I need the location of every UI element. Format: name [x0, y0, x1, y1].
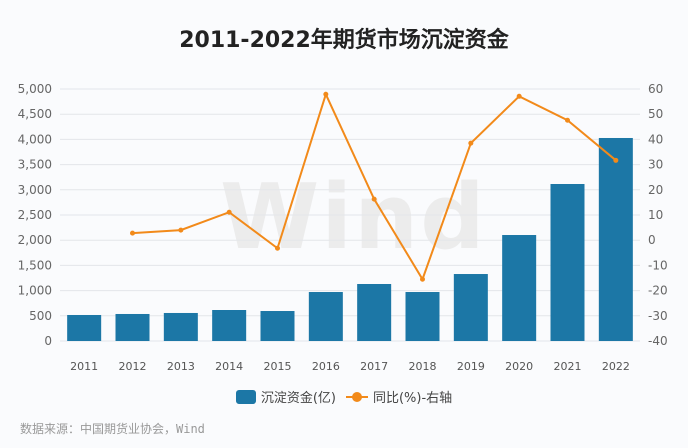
- bar-2012[interactable]: [115, 313, 150, 341]
- x-tick-label: 2013: [167, 360, 195, 373]
- bar-2018[interactable]: [405, 292, 440, 341]
- right-tick-label: 40: [648, 132, 663, 146]
- bar-2022[interactable]: [598, 137, 633, 341]
- source-note: 数据来源：中国期货业协会，Wind: [20, 422, 205, 436]
- bar-2017[interactable]: [357, 283, 392, 341]
- bar-2014[interactable]: [212, 310, 247, 341]
- x-tick-label: 2019: [457, 360, 485, 373]
- line-point-2016[interactable]: [323, 91, 329, 97]
- left-tick-label: 1,000: [18, 284, 52, 298]
- line-point-2015[interactable]: [275, 245, 280, 251]
- right-tick-label: -40: [648, 334, 668, 348]
- left-tick-label: 0: [44, 334, 52, 348]
- bar-2011[interactable]: [67, 314, 102, 341]
- bar-2021[interactable]: [550, 184, 585, 341]
- x-tick-label: 2012: [119, 360, 147, 373]
- line-point-2019[interactable]: [468, 140, 474, 146]
- left-tick-label: 2,500: [18, 208, 52, 222]
- legend-item-bar[interactable]: 沉淀资金(亿): [235, 387, 336, 406]
- legend-item-line[interactable]: 同比(%)-右轴: [345, 387, 453, 406]
- right-tick-label: -20: [648, 284, 668, 298]
- right-tick-label: 30: [648, 158, 663, 172]
- legend: 沉淀资金(亿) 同比(%)-右轴: [0, 387, 688, 406]
- watermark: Wind: [220, 165, 487, 270]
- line-point-2017[interactable]: [371, 196, 377, 202]
- x-tick-label: 2017: [360, 360, 388, 373]
- right-tick-label: 20: [648, 183, 663, 197]
- chart-title: 2011-2022年期货市场沉淀资金: [179, 28, 509, 53]
- line-point-2014[interactable]: [226, 209, 232, 215]
- right-tick-label: 50: [648, 107, 663, 121]
- x-tick-label: 2022: [602, 360, 630, 373]
- right-tick-label: -30: [648, 309, 668, 323]
- line-point-2022[interactable]: [613, 157, 619, 163]
- bar-2019[interactable]: [453, 274, 488, 341]
- x-tick-label: 2011: [70, 360, 98, 373]
- line-point-2013[interactable]: [178, 227, 184, 233]
- line-point-2020[interactable]: [516, 93, 522, 99]
- right-tick-label: -10: [648, 258, 668, 272]
- right-tick-label: 10: [648, 208, 663, 222]
- bar-2020[interactable]: [502, 235, 537, 341]
- left-tick-label: 3,500: [18, 158, 52, 172]
- x-tick-label: 2016: [312, 360, 340, 373]
- left-tick-label: 3,000: [18, 183, 52, 197]
- left-tick-label: 5,000: [18, 82, 52, 96]
- line-point-2012[interactable]: [130, 230, 135, 236]
- line-series: [132, 91, 617, 282]
- bar-2015[interactable]: [260, 311, 295, 341]
- x-tick-label: 2018: [409, 360, 437, 373]
- left-tick-label: 4,500: [18, 107, 52, 121]
- bar-2016[interactable]: [308, 292, 343, 341]
- line-point-2018[interactable]: [420, 276, 425, 282]
- right-tick-label: 0: [648, 233, 656, 247]
- x-tick-label: 2020: [505, 360, 533, 373]
- left-tick-label: 4,000: [18, 132, 52, 146]
- legend-swatch-bar: [235, 389, 256, 404]
- left-tick-label: 2,000: [18, 233, 52, 247]
- x-tick-label: 2021: [554, 360, 582, 373]
- x-tick-label: 2014: [215, 360, 243, 373]
- left-tick-label: 500: [29, 309, 52, 323]
- legend-label: 沉淀资金(亿): [260, 391, 336, 406]
- legend-swatch-line: [345, 390, 368, 404]
- right-tick-label: 60: [648, 82, 663, 96]
- x-tick-label: 2015: [264, 360, 292, 373]
- legend-label: 同比(%)-右轴: [372, 391, 453, 406]
- bar-2013[interactable]: [163, 312, 198, 341]
- line-point-2021[interactable]: [565, 117, 570, 123]
- left-tick-label: 1,500: [18, 258, 52, 272]
